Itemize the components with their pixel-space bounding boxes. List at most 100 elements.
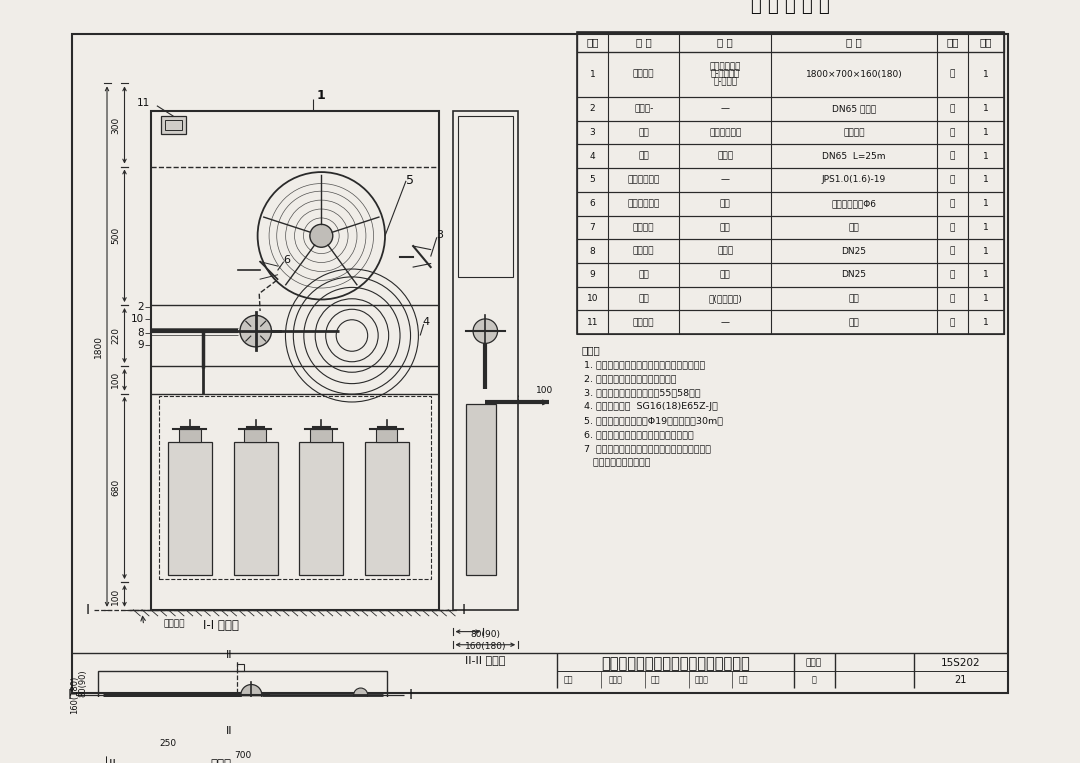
Text: I: I [461, 603, 465, 617]
Text: 室内地面: 室内地面 [164, 620, 186, 628]
Text: 当量喷嘴直径Φ6: 当量喷嘴直径Φ6 [832, 199, 877, 208]
Text: 成品: 成品 [849, 294, 860, 303]
Text: JPS1.0(1.6)-19: JPS1.0(1.6)-19 [822, 175, 886, 185]
Bar [237, 664, 244, 671]
Bar [376, 429, 397, 442]
Text: 7: 7 [590, 223, 595, 232]
Text: 1: 1 [983, 318, 988, 327]
Text: 条: 条 [949, 152, 955, 161]
Text: 审核: 审核 [564, 675, 573, 684]
Text: 个: 个 [949, 294, 955, 303]
Text: 4: 4 [422, 317, 430, 327]
Text: 100: 100 [111, 372, 120, 388]
Text: 钢-铝合金、: 钢-铝合金、 [711, 69, 740, 79]
Text: 单位: 单位 [946, 37, 959, 47]
Text: 说明：: 说明： [581, 345, 599, 355]
Text: 个: 个 [949, 105, 955, 114]
Text: 快速接口: 快速接口 [633, 223, 654, 232]
Text: DN25: DN25 [841, 270, 866, 279]
Text: 史长作: 史长作 [694, 675, 708, 684]
Text: 300: 300 [111, 117, 120, 134]
Text: 薄型单栓带消防软管卷盘组合式消防柜: 薄型单栓带消防软管卷盘组合式消防柜 [602, 655, 750, 671]
Bar [310, 429, 332, 442]
Bar [577, 192, 1003, 216]
Text: 11: 11 [586, 318, 598, 327]
Text: 个: 个 [949, 270, 955, 279]
Text: 全铜: 全铜 [720, 199, 731, 208]
Bar [577, 311, 1003, 334]
Text: 水枪: 水枪 [638, 128, 649, 137]
Text: 页: 页 [811, 675, 816, 684]
Bar [577, 97, 1003, 121]
Text: 材 质: 材 质 [717, 37, 733, 47]
Bar [234, 442, 278, 575]
Text: 个: 个 [949, 69, 955, 79]
Text: 7  消火栓箱也可根据需要将箱内配置及箱门开启: 7 消火栓箱也可根据需要将箱内配置及箱门开启 [583, 444, 711, 453]
Bar [244, 429, 266, 442]
Text: 管套: 管套 [638, 294, 649, 303]
Circle shape [240, 315, 271, 347]
Text: 快速接头: 快速接头 [633, 246, 654, 256]
Bar [577, 216, 1003, 240]
Text: DN65 旋转型: DN65 旋转型 [832, 105, 876, 114]
Text: 700: 700 [234, 752, 252, 760]
Text: 内衬里: 内衬里 [717, 152, 733, 161]
Bar [577, 144, 1003, 168]
Text: 数量: 数量 [980, 37, 993, 47]
Bar [577, 52, 1003, 97]
Text: 名 称: 名 称 [636, 37, 651, 47]
Bar [165, 120, 183, 130]
Text: 由设计定: 由设计定 [843, 128, 865, 137]
Text: 规 格: 规 格 [846, 37, 862, 47]
Bar [577, 32, 1003, 334]
Bar [577, 168, 1003, 192]
Text: —: — [720, 318, 730, 327]
Bar [577, 287, 1003, 311]
Text: 8: 8 [590, 246, 595, 256]
Text: 消火栓-: 消火栓- [634, 105, 653, 114]
Text: 钢或铜: 钢或铜 [717, 246, 733, 256]
Text: 编号: 编号 [586, 37, 598, 47]
Bar [465, 404, 497, 575]
Bar [458, 115, 513, 277]
Text: 5: 5 [590, 175, 595, 185]
Text: 4: 4 [590, 152, 595, 161]
Text: DN65  L=25m: DN65 L=25m [822, 152, 886, 161]
Circle shape [241, 684, 261, 706]
Text: 水带: 水带 [638, 152, 649, 161]
Text: 全铜: 全铜 [720, 223, 731, 232]
Text: —: — [720, 105, 730, 114]
Circle shape [310, 224, 333, 247]
Text: 1: 1 [983, 105, 988, 114]
Text: 路志钢: 路志钢 [608, 675, 622, 684]
Bar [168, 442, 212, 575]
Text: 100: 100 [111, 588, 120, 604]
Text: 1: 1 [983, 294, 988, 303]
Text: 9: 9 [590, 270, 595, 279]
Text: 全铜: 全铜 [720, 270, 731, 279]
Text: 6: 6 [590, 199, 595, 208]
Text: 3: 3 [590, 128, 595, 137]
Text: 3: 3 [436, 230, 443, 240]
Text: 5: 5 [405, 174, 414, 188]
Text: I: I [68, 688, 72, 702]
Text: 个: 个 [949, 318, 955, 327]
Text: 160(180): 160(180) [464, 642, 507, 651]
Bar [98, 671, 387, 719]
Text: 阀门: 阀门 [638, 270, 649, 279]
Text: I: I [85, 603, 90, 617]
Text: 10: 10 [586, 294, 598, 303]
Text: 1800×700×160(180): 1800×700×160(180) [806, 69, 903, 79]
Text: 500: 500 [111, 227, 120, 244]
Bar [178, 429, 201, 442]
Text: 1: 1 [983, 223, 988, 232]
Text: 2: 2 [590, 105, 595, 114]
Text: —: — [720, 175, 730, 185]
Text: 套: 套 [949, 175, 955, 185]
Text: 6: 6 [283, 255, 289, 265]
Text: 2. 消防按钮是否设置由设计确定。: 2. 消防按钮是否设置由设计确定。 [583, 375, 676, 384]
Text: 1: 1 [983, 246, 988, 256]
Text: 160(180): 160(180) [70, 676, 79, 714]
Bar [577, 32, 1003, 52]
Text: 4. 消火栓箱型号  SG16(18)E65Z-J。: 4. 消火栓箱型号 SG16(18)E65Z-J。 [583, 402, 717, 411]
